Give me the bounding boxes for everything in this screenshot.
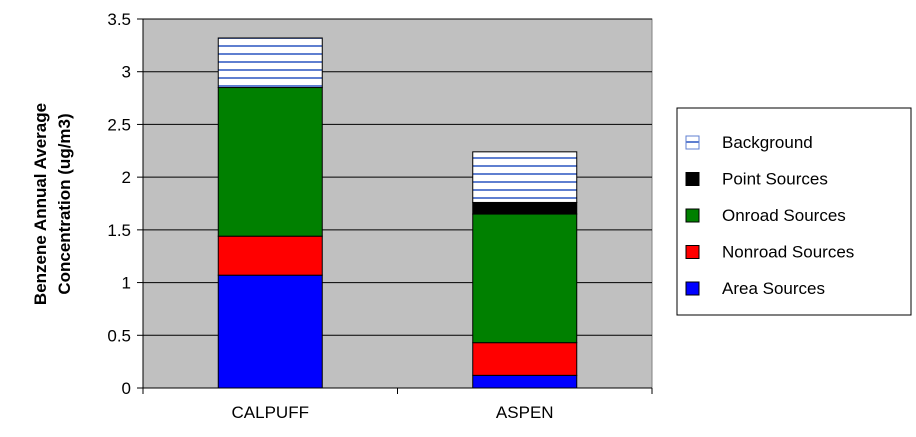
legend-label: Onroad Sources bbox=[722, 206, 846, 225]
legend-label: Area Sources bbox=[722, 279, 825, 298]
y-tick-label: 3.5 bbox=[107, 10, 131, 29]
y-tick-label: 1 bbox=[122, 274, 131, 293]
x-tick-label: CALPUFF bbox=[232, 403, 309, 422]
legend-label: Nonroad Sources bbox=[722, 243, 854, 262]
y-tick-labels: 0 0.5 1 1.5 2 2.5 3 3.5 bbox=[107, 10, 131, 398]
bar-aspen-background bbox=[472, 151, 578, 203]
y-tick-label: 2.5 bbox=[107, 115, 131, 134]
legend-swatch-point-sources bbox=[685, 172, 700, 186]
legend: Background Point Sources Onroad Sources Non… bbox=[676, 107, 912, 316]
y-axis-label: Benzene Annual Average Concentration (ug/… bbox=[31, 103, 74, 305]
y-tick-label: 0 bbox=[122, 379, 131, 398]
legend-box bbox=[676, 107, 912, 316]
bar-aspen-onroad-sources bbox=[472, 213, 578, 344]
legend-swatch-area-sources bbox=[685, 281, 700, 296]
y-axis-label-line: Concentration (ug/m3) bbox=[55, 113, 74, 294]
bars bbox=[217, 37, 578, 389]
bar-calpuff-onroad-sources bbox=[217, 87, 323, 237]
legend-swatch-background bbox=[685, 135, 700, 150]
legend-label: Point Sources bbox=[722, 170, 828, 189]
legend-label: Background bbox=[722, 133, 813, 152]
y-tick-label: 3 bbox=[122, 63, 131, 82]
legend-swatch-nonroad-sources bbox=[685, 245, 700, 259]
bar-calpuff-background bbox=[217, 37, 323, 89]
y-tick-label: 2 bbox=[122, 168, 131, 187]
y-axis-label-line: Benzene Annual Average bbox=[31, 103, 50, 305]
x-tick-label: ASPEN bbox=[496, 403, 554, 422]
bar-aspen-area-sources bbox=[472, 374, 578, 389]
bar-aspen-nonroad-sources bbox=[472, 342, 578, 376]
legend-swatch-onroad-sources bbox=[685, 208, 700, 223]
axes bbox=[137, 18, 653, 394]
bar-calpuff-nonroad-sources bbox=[217, 235, 323, 276]
x-tick-labels: CALPUFF ASPEN bbox=[232, 403, 554, 422]
y-tick-label: 0.5 bbox=[107, 326, 131, 345]
y-tick-label: 1.5 bbox=[107, 221, 131, 240]
bar-calpuff-area-sources bbox=[217, 274, 323, 389]
bar-aspen-point-sources bbox=[472, 201, 578, 215]
